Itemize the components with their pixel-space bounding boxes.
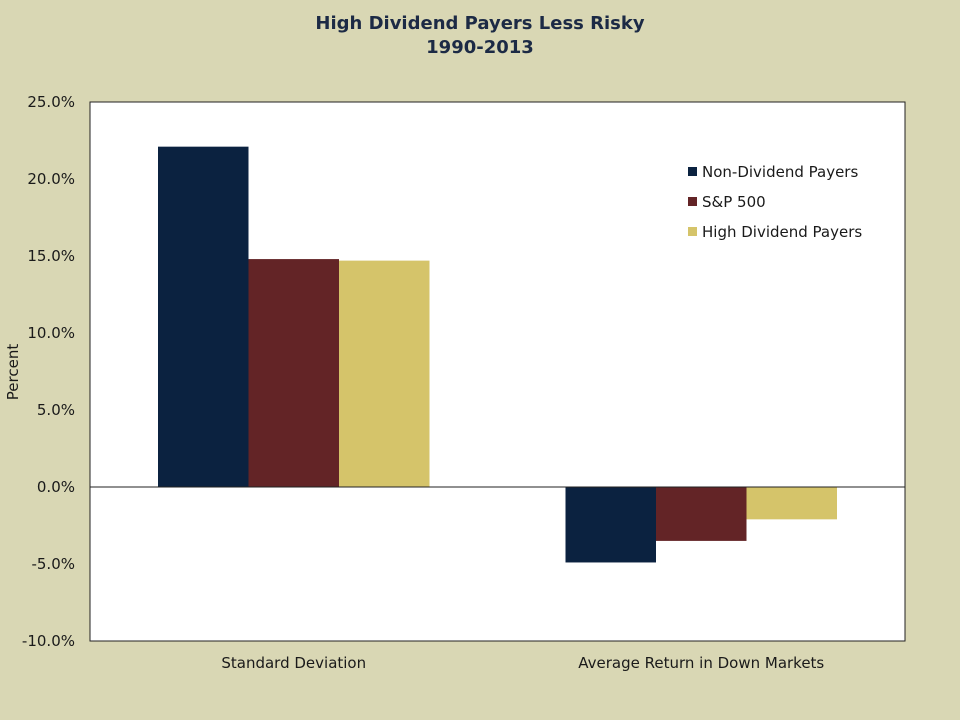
chart-subtitle: 1990-2013 [426,37,534,58]
bars [158,146,837,563]
y-tick-label: 0.0% [37,478,75,496]
bar [746,487,837,520]
bar [158,146,249,487]
legend-swatch [688,197,697,206]
y-axis-label: Percent [4,344,22,401]
legend-swatch [688,227,697,236]
y-tick-label: 25.0% [27,93,75,111]
bar [565,487,656,563]
y-axis: 25.0% 20.0% 15.0% 10.0% 5.0% 0.0% -5.0% -10.0% [22,93,75,650]
y-tick-label: 15.0% [27,247,75,265]
legend-label: Non-Dividend Payers [702,163,858,181]
legend-swatch [688,167,697,176]
y-tick-label: 20.0% [27,170,75,188]
y-tick-label: 10.0% [27,324,75,342]
bar [656,487,747,541]
legend-label: High Dividend Payers [702,223,862,241]
legend: Non-Dividend Payers S&P 500 High Dividend … [688,163,862,241]
x-axis: Standard Deviation Average Return in Down… [221,654,824,672]
x-tick-label: Standard Deviation [221,654,366,672]
bar [248,259,339,487]
y-tick-label: -5.0% [31,555,75,573]
legend-label: S&P 500 [702,193,766,211]
x-tick-label: Average Return in Down Markets [578,654,824,672]
bar [339,260,430,487]
y-tick-label: -10.0% [22,632,75,650]
chart-title: High Dividend Payers Less Risky [315,13,644,34]
y-tick-label: 5.0% [37,401,75,419]
